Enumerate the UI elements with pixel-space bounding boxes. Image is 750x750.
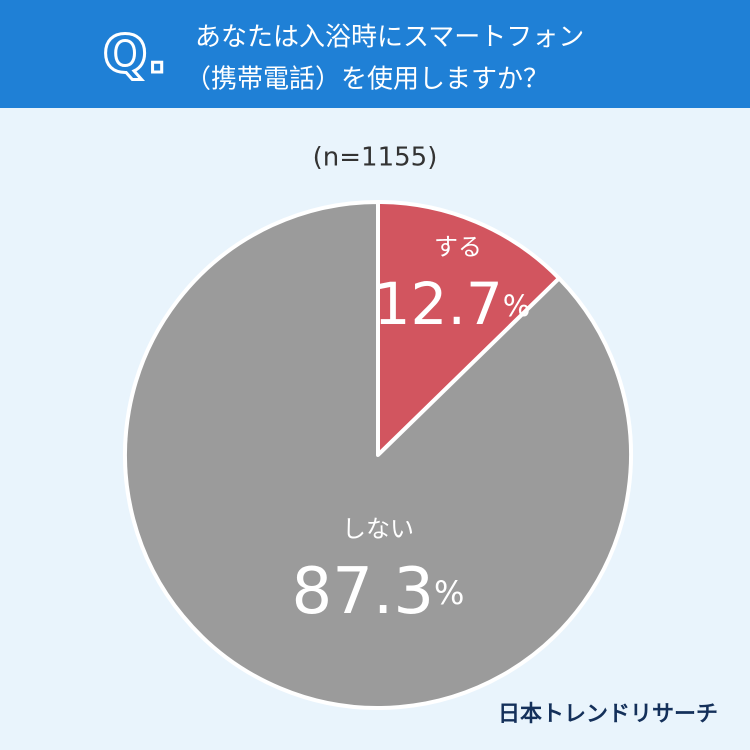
title-line: あなたは入浴時にスマートフォン: [195, 23, 584, 53]
value-label: 87.3%: [292, 555, 465, 629]
header: [0, 0, 750, 108]
value-label: 12.7%: [374, 270, 531, 338]
category-label: しない: [342, 515, 414, 543]
pie-slice: [123, 200, 633, 710]
subtitle: (n=1155): [313, 143, 438, 173]
title-line: （携帯電話）を使用しますか？: [185, 65, 549, 95]
labels: する 12.7% しない 87.3%: [292, 233, 531, 629]
pie-slice: [376, 200, 562, 457]
question-marker: Q.: [103, 25, 167, 85]
category-label: する: [434, 233, 482, 261]
source: 日本トレンドリサーチ: [498, 702, 718, 727]
pie: [123, 200, 633, 710]
